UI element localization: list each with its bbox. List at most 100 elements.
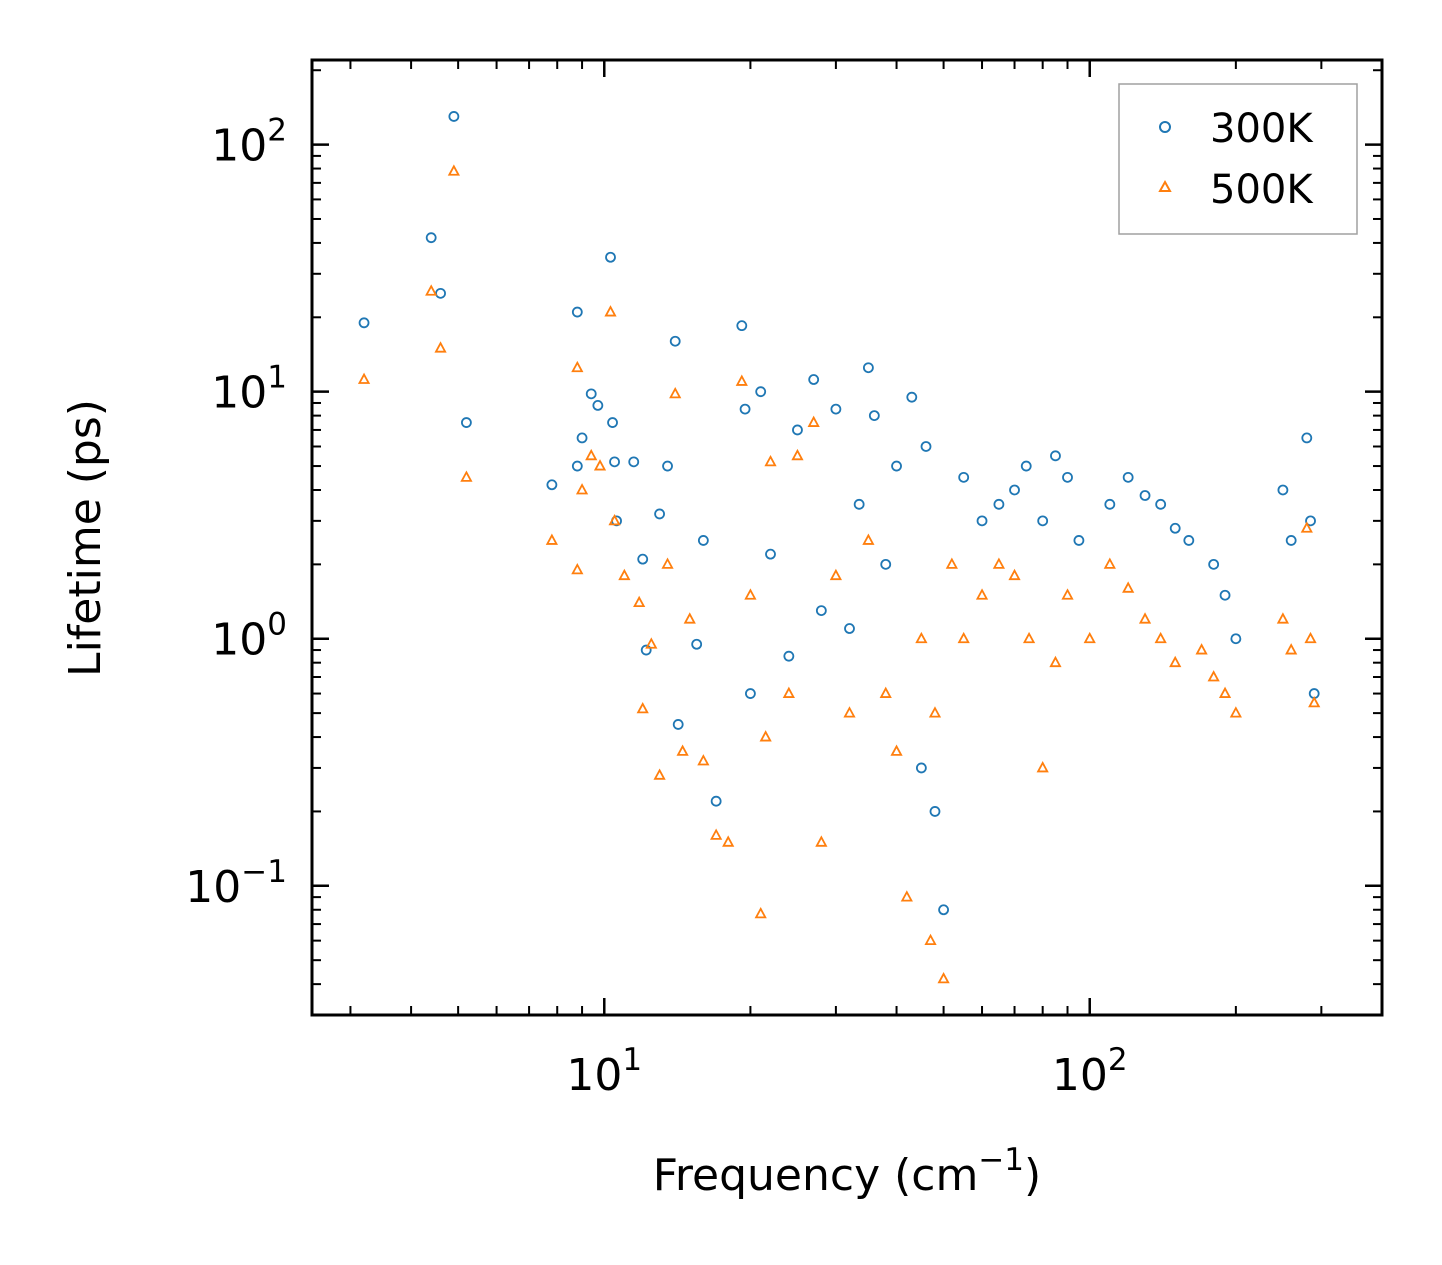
y-tick-label-exp: 2 [267, 113, 287, 149]
point-300k [929, 806, 941, 817]
x-tick-label-base: 10 [1052, 1050, 1108, 1101]
point-500k [722, 835, 735, 847]
point-500k [843, 706, 856, 718]
point-300k [755, 386, 767, 398]
point-300k [571, 460, 583, 472]
y-tick-label: 10−1 [185, 854, 287, 913]
point-300k [607, 417, 618, 428]
point-500k [975, 588, 989, 600]
point-500k [1122, 581, 1135, 593]
point-300k [605, 251, 616, 263]
point-500k [900, 890, 913, 902]
point-500k [879, 686, 892, 698]
point-500k [957, 631, 970, 644]
point-300k [1230, 633, 1242, 645]
legend-label-500k: 500K [1210, 167, 1314, 213]
point-300k [808, 374, 820, 385]
point-300k [1277, 484, 1289, 496]
point-500k [633, 595, 646, 608]
x-tick-label: 102 [1052, 1042, 1128, 1101]
point-300k [576, 432, 588, 444]
point-300k [736, 320, 748, 332]
point-300k [1139, 490, 1151, 501]
point-500k [1169, 655, 1182, 668]
point-500k [425, 284, 438, 296]
point-500k [829, 568, 843, 581]
point-300k [425, 232, 437, 244]
x-axis-title-sup: −1 [978, 1142, 1024, 1178]
point-500k [744, 588, 757, 600]
point-300k [697, 535, 709, 546]
axis-ticks [312, 60, 1383, 1016]
point-500k [890, 744, 903, 756]
point-500k [447, 164, 460, 176]
legend-label-300k: 300K [1210, 106, 1314, 152]
point-300k [1183, 535, 1195, 546]
point-300k [628, 456, 640, 468]
y-tick-label-base: 10 [185, 862, 241, 913]
point-300k [691, 638, 703, 650]
point-500k [571, 562, 584, 575]
point-500k [1103, 557, 1116, 569]
point-300k [1122, 471, 1134, 483]
y-tick-label: 102 [211, 113, 287, 172]
y-tick-label-base: 10 [211, 121, 267, 172]
point-300k [906, 391, 918, 403]
point-500k [945, 557, 958, 569]
point-300k [1009, 484, 1020, 496]
point-300k [1062, 471, 1073, 483]
legend-box [1118, 83, 1358, 235]
point-500k [1207, 670, 1220, 682]
point-300k [546, 479, 558, 491]
point-300k [830, 403, 842, 415]
legend-marker-500k [1158, 179, 1172, 192]
point-300k [609, 456, 620, 468]
y-tick-label: 100 [211, 607, 287, 666]
point-300k [1301, 432, 1313, 444]
point-500k [571, 360, 584, 373]
point-500k [754, 906, 767, 919]
point-500k [608, 513, 621, 526]
point-500k [676, 744, 689, 756]
x-axis-title-tail: ) [1024, 1150, 1041, 1201]
point-500k [1138, 612, 1152, 624]
point-500k [862, 533, 875, 545]
x-tick-label-base: 10 [566, 1050, 622, 1101]
point-500k [1083, 631, 1096, 644]
x-tick-label-exp: 2 [1108, 1042, 1128, 1078]
point-300k [745, 688, 756, 699]
point-500k [937, 972, 950, 984]
point-500k [661, 557, 674, 569]
point-300k [461, 417, 472, 428]
point-500k [782, 686, 795, 698]
x-tick-label-exp: 1 [622, 1042, 642, 1078]
legend-marker-300k [1159, 121, 1171, 133]
y-axis-title: Lifetime (ps) [60, 399, 111, 677]
point-500k [1229, 706, 1242, 718]
y-tick-label-exp: 1 [267, 360, 287, 396]
point-300k [868, 410, 880, 422]
point-300k [915, 762, 927, 774]
point-500k [636, 702, 649, 714]
point-300k [976, 515, 988, 527]
point-500k [697, 754, 710, 766]
point-300k [1020, 460, 1032, 472]
point-500k [1036, 761, 1049, 773]
point-500k [604, 305, 617, 317]
point-500k [928, 706, 942, 718]
point-500k [585, 448, 598, 461]
point-300k [1073, 535, 1085, 546]
point-300k [783, 650, 795, 662]
y-tick-label: 101 [211, 360, 287, 419]
point-300k [1050, 450, 1061, 462]
point-500k [992, 557, 1006, 569]
y-tick-label-exp: 0 [267, 607, 287, 643]
point-300k [891, 460, 902, 472]
point-500k [545, 533, 558, 545]
point-500k [807, 415, 820, 427]
point-500k [460, 470, 473, 482]
point-300k [1219, 589, 1231, 601]
point-500k [1022, 631, 1036, 644]
